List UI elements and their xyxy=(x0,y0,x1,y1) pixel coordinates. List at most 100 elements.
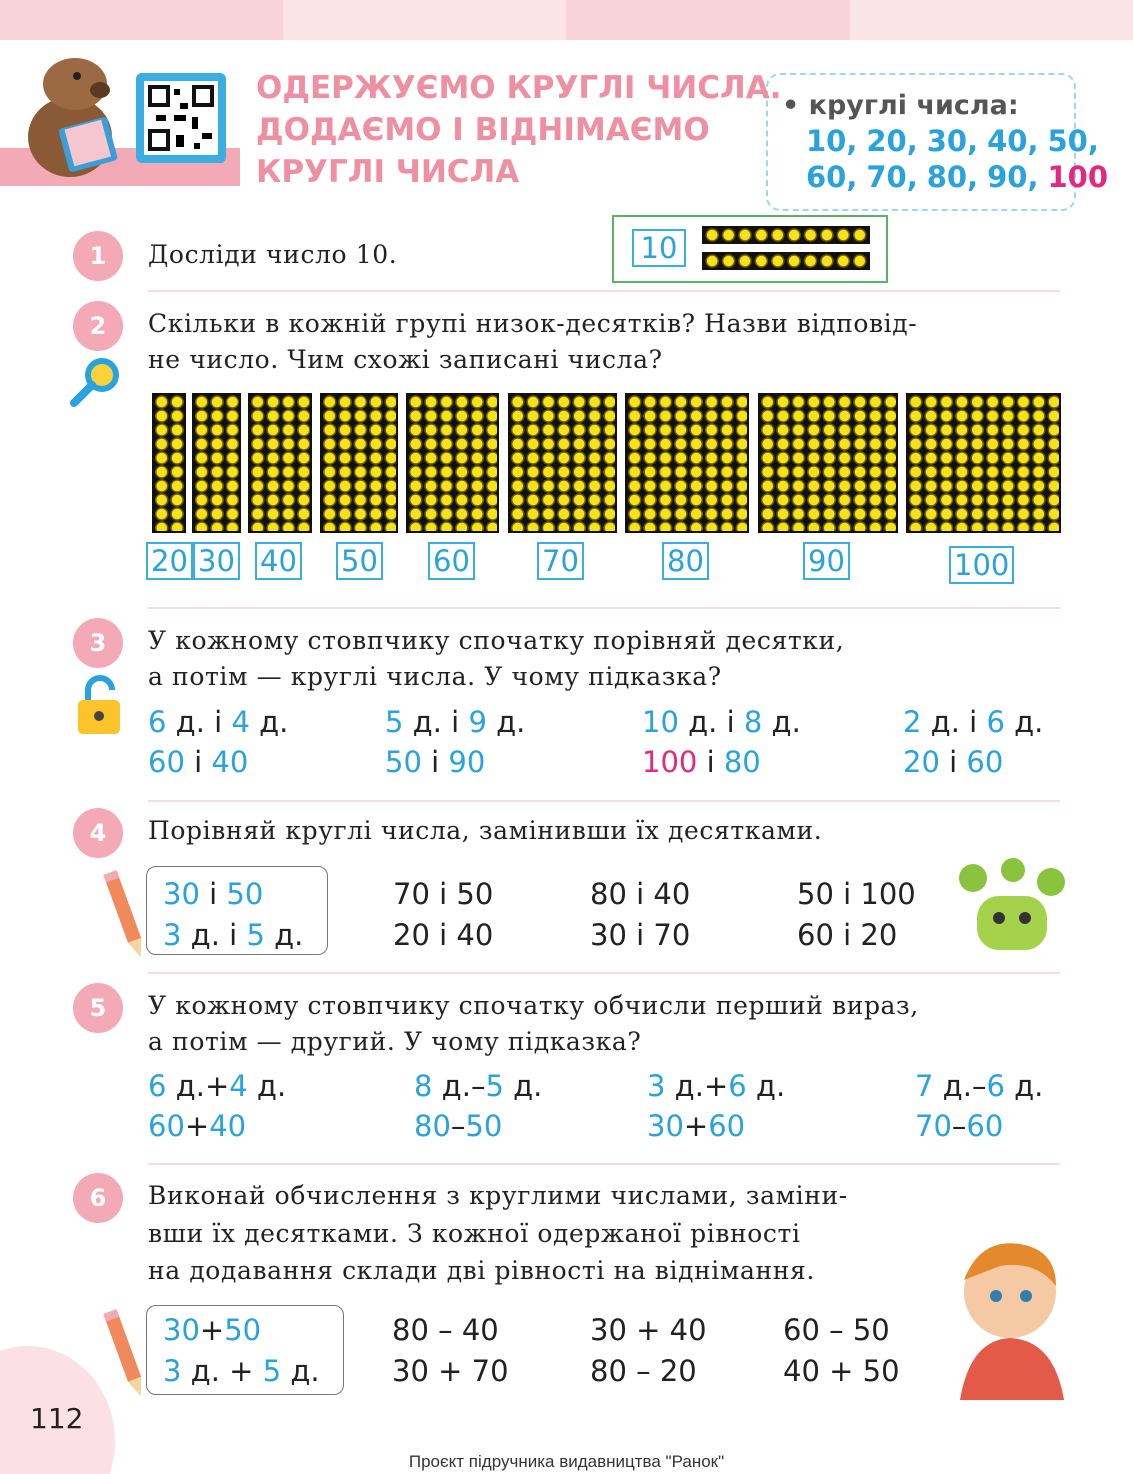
group-label: 90 xyxy=(803,542,850,580)
expression-token: д.– xyxy=(933,1069,987,1103)
expression-token: 60 xyxy=(148,745,185,779)
separator xyxy=(148,800,1060,802)
expression-token: 6 xyxy=(148,1069,167,1103)
top-band xyxy=(283,0,566,40)
example-token: д. + xyxy=(181,1354,263,1388)
expression-token: 80 xyxy=(723,745,761,779)
expression-token: д. xyxy=(486,705,526,739)
expression: 80–50 xyxy=(414,1109,502,1143)
note-number: 90, xyxy=(987,160,1039,194)
expression: 5 д. і 9 д. xyxy=(385,705,525,739)
expression: 7 д.–6 д. xyxy=(915,1069,1043,1103)
expression-token: д.– xyxy=(432,1069,486,1103)
pencil-icon xyxy=(103,1309,142,1397)
bead-group xyxy=(625,393,749,533)
expression-token: 30 xyxy=(647,1109,684,1143)
example-token: + xyxy=(199,1313,225,1347)
example-box xyxy=(146,1305,344,1395)
task-text: вши їх десятками. З кожної одержаної рів… xyxy=(148,1219,801,1248)
example-token: 5 xyxy=(246,918,265,952)
expression-token: д.+ xyxy=(665,1069,729,1103)
title-line: КРУГЛІ ЧИСЛА xyxy=(256,154,520,190)
example-row: 30 і 50 xyxy=(163,877,263,911)
group-label: 70 xyxy=(537,542,584,580)
expression-token: 5 xyxy=(485,1069,504,1103)
note-line: 60, 70, 80, 90, 100 xyxy=(806,160,1108,194)
expression: 30 і 70 xyxy=(590,918,691,952)
task-text: Виконай обчислення з круглими числами, з… xyxy=(148,1181,848,1210)
expression-token: д.+ xyxy=(166,1069,230,1103)
top-band xyxy=(0,0,283,40)
expression-token: 6 xyxy=(728,1069,747,1103)
expression-token: і xyxy=(939,745,967,779)
expression-token: 10 xyxy=(642,705,679,739)
expression-token: + xyxy=(184,1109,210,1143)
expression-token: д. і xyxy=(403,705,469,739)
expression: 2 д. і 6 д. xyxy=(903,705,1043,739)
expression-token: д. xyxy=(247,1069,287,1103)
note-box xyxy=(766,73,1076,211)
expression: 20 і 40 xyxy=(393,918,494,952)
expression-token: і xyxy=(184,745,212,779)
bead-group xyxy=(192,393,241,533)
example-token: д. і xyxy=(181,918,247,952)
expression-token: 90 xyxy=(448,745,486,779)
expression-token: 60 xyxy=(148,1109,185,1143)
task-text: Порівняй круглі числа, замінивши їх деся… xyxy=(148,816,823,845)
expression-token: 60 xyxy=(708,1109,746,1143)
task-text: У кожному стовпчику спочатку обчисли пер… xyxy=(148,991,919,1020)
note-number: 10, xyxy=(806,124,858,158)
example-token: 30 xyxy=(163,877,200,911)
expression-token: і xyxy=(421,745,449,779)
expression-token: і xyxy=(697,745,724,779)
note-number: 100 xyxy=(1047,160,1109,194)
expression-token: 60 xyxy=(966,1109,1004,1143)
example-row: 3 д. + 5 д. xyxy=(163,1354,320,1388)
expression-token: 3 xyxy=(647,1069,666,1103)
expression-token: 100 xyxy=(642,745,698,779)
group-label: 30 xyxy=(193,542,240,580)
group-label: 100 xyxy=(949,546,1015,584)
expression-token: д. і xyxy=(166,705,232,739)
task-text: Досліди число 10. xyxy=(148,240,398,269)
expression-token: 4 xyxy=(231,705,250,739)
note-line: 10, 20, 30, 40, 50, xyxy=(806,124,1099,158)
example-token: д. xyxy=(264,918,304,952)
task-number: 1 xyxy=(73,231,123,281)
expression-token: д. і xyxy=(678,705,744,739)
task-number: 6 xyxy=(73,1173,123,1223)
page-number: 112 xyxy=(30,1402,84,1435)
task-number: 4 xyxy=(73,808,123,858)
expression-token: 6 xyxy=(986,1069,1005,1103)
expression: 70 і 50 xyxy=(393,877,494,911)
group-label: 50 xyxy=(336,542,383,580)
separator xyxy=(148,290,1060,292)
monster-icon xyxy=(959,858,1065,950)
expression-token: 5 xyxy=(385,705,404,739)
note-number: 80, xyxy=(926,160,979,194)
expression-token: д. xyxy=(1004,705,1044,739)
boy-illustration xyxy=(960,1243,1064,1400)
expression-token: 40 xyxy=(211,745,249,779)
capybara xyxy=(28,58,118,177)
top-band xyxy=(566,0,850,40)
expression-token: 60 xyxy=(966,745,1004,779)
expression-token: 2 xyxy=(903,705,922,739)
expression-token: 6 xyxy=(986,705,1005,739)
expression: 40 + 50 xyxy=(783,1354,900,1388)
footer: Проєкт підручника видавництва "Ранок" xyxy=(408,1452,725,1471)
expression-token: – xyxy=(450,1109,466,1143)
expression-token: 50 xyxy=(385,745,422,779)
separator xyxy=(148,607,1060,609)
task-number: 2 xyxy=(73,301,123,351)
expression-token: 50 xyxy=(465,1109,503,1143)
expression: 60 і 20 xyxy=(797,918,898,952)
expression-token: 80 xyxy=(414,1109,451,1143)
expression-token: 9 xyxy=(468,705,487,739)
expression-token: 4 xyxy=(229,1069,248,1103)
qr-code xyxy=(136,73,226,163)
lock-icon xyxy=(78,675,120,734)
expression: 60+40 xyxy=(148,1109,246,1143)
example-token: 50 xyxy=(226,877,264,911)
